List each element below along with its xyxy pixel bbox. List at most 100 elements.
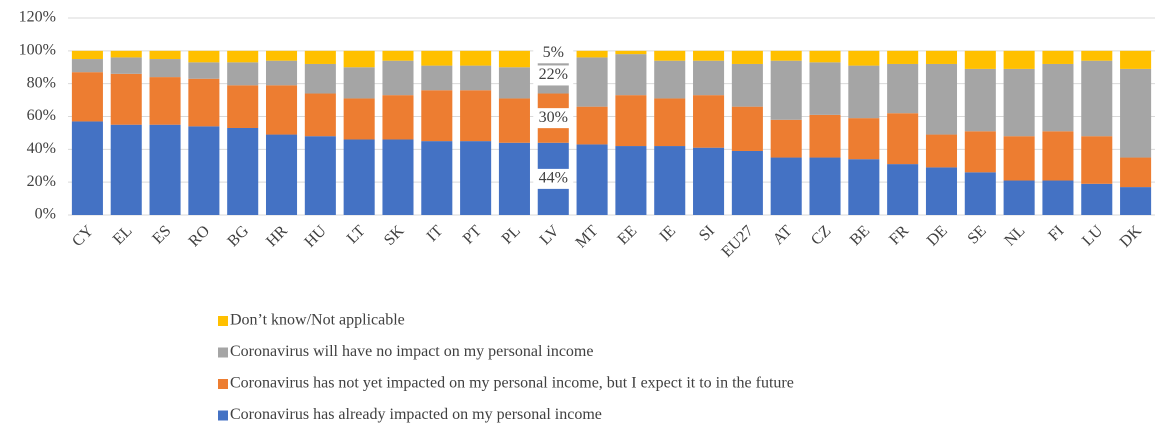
- bar-segment: [964, 68, 996, 132]
- x-tick-label: ES: [149, 222, 174, 247]
- bar-segment: [421, 65, 453, 91]
- bar-segment: [460, 65, 492, 91]
- bar-segment: [149, 50, 181, 60]
- bar-segment: [770, 60, 802, 120]
- x-tick-label: EL: [110, 222, 136, 248]
- bar-segment: [654, 50, 686, 61]
- bar-segment: [1042, 50, 1074, 64]
- legend-swatch: [218, 347, 228, 358]
- legend-label: Coronavirus has not yet impacted on my p…: [230, 375, 794, 392]
- bar-segment: [149, 124, 181, 215]
- bar-segment: [265, 50, 298, 61]
- bar-segment: [925, 167, 958, 215]
- bar-segment: [498, 50, 530, 68]
- bar-segment: [304, 63, 336, 94]
- bar-segment: [964, 50, 996, 69]
- bar-segment: [265, 134, 298, 215]
- x-tick-label: RO: [186, 222, 214, 250]
- bar-segment: [809, 157, 841, 215]
- bar-segment: [71, 50, 103, 60]
- x-tick-label: FR: [886, 222, 912, 248]
- bar-segment: [343, 139, 375, 215]
- bar-segment: [382, 50, 414, 61]
- x-tick-label: PL: [499, 222, 524, 247]
- bar-segment: [615, 54, 647, 96]
- bar-segment: [498, 98, 530, 143]
- y-tick-label: 80%: [27, 74, 56, 91]
- bar-segment: [149, 59, 181, 78]
- x-tick-label: SI: [696, 222, 718, 244]
- bar-segment: [1003, 136, 1035, 181]
- data-label: 44%: [539, 170, 568, 187]
- bar-segment: [304, 93, 336, 137]
- x-tick-label: LT: [344, 222, 369, 247]
- bar-segment: [343, 67, 375, 99]
- y-tick-label: 120%: [19, 9, 56, 26]
- bar-segment: [1042, 63, 1074, 132]
- bar-segment: [71, 72, 103, 122]
- x-tick-label: IE: [656, 222, 679, 245]
- bar-segment: [1120, 187, 1152, 215]
- bar-segment: [1042, 131, 1074, 181]
- bar-segment: [460, 141, 492, 215]
- label-background: [533, 108, 574, 129]
- bar-segment: [654, 60, 686, 99]
- bar-segment: [149, 77, 181, 125]
- bar-segment: [460, 90, 492, 142]
- legend-swatch: [218, 316, 228, 326]
- bar-segment: [1003, 180, 1035, 215]
- bar-segment: [1120, 68, 1152, 158]
- x-tick-label: DK: [1117, 222, 1146, 251]
- bar-segment: [71, 121, 103, 215]
- y-tick-label: 0%: [35, 206, 56, 223]
- x-tick-label: AT: [770, 222, 796, 248]
- bar-segment: [304, 50, 336, 64]
- bar-segment: [887, 164, 919, 215]
- bar-segment: [731, 106, 763, 151]
- bar-segment: [925, 50, 958, 64]
- bar-segment: [1081, 136, 1113, 184]
- bar-segment: [576, 106, 608, 145]
- bar-segment: [848, 159, 880, 215]
- bar-segment: [770, 50, 802, 61]
- bar-segment: [227, 50, 259, 63]
- bar-segment: [227, 62, 259, 86]
- bar-segment: [693, 95, 725, 148]
- bar-segment: [731, 50, 763, 64]
- x-tick-label: DE: [924, 222, 951, 249]
- bar-segment: [693, 147, 725, 215]
- x-tick-label: CZ: [808, 222, 834, 248]
- bar-segment: [421, 50, 453, 66]
- bar-segment: [731, 63, 763, 107]
- bar-segment: [265, 60, 298, 86]
- bar-segment: [576, 57, 608, 107]
- bar-segment: [887, 63, 919, 114]
- bar-segment: [848, 65, 880, 119]
- y-tick-label: 60%: [27, 107, 56, 124]
- bar-segment: [498, 142, 530, 215]
- bar-segment: [227, 85, 259, 128]
- bar-segment: [1042, 180, 1074, 215]
- bar-segment: [615, 50, 647, 55]
- bar-segment: [498, 67, 530, 99]
- bar-segment: [887, 113, 919, 165]
- x-tick-label: CY: [69, 222, 97, 250]
- x-tick-label: IT: [424, 222, 447, 245]
- bar-segment: [770, 119, 802, 158]
- bar-segment: [615, 146, 647, 215]
- bar-segment: [1081, 50, 1113, 61]
- bar-segment: [1120, 50, 1152, 69]
- legend-swatch: [218, 379, 228, 389]
- bar-segment: [925, 134, 958, 168]
- bar-segment: [110, 73, 142, 125]
- x-tick-label: NL: [1001, 222, 1028, 249]
- bar-segment: [654, 146, 686, 215]
- bar-segment: [576, 144, 608, 215]
- bar-segment: [654, 98, 686, 147]
- bar-segment: [1081, 60, 1113, 137]
- bar-segment: [731, 150, 763, 215]
- bar-segment: [382, 60, 414, 96]
- bar-segment: [265, 85, 298, 135]
- bar-segment: [110, 124, 142, 215]
